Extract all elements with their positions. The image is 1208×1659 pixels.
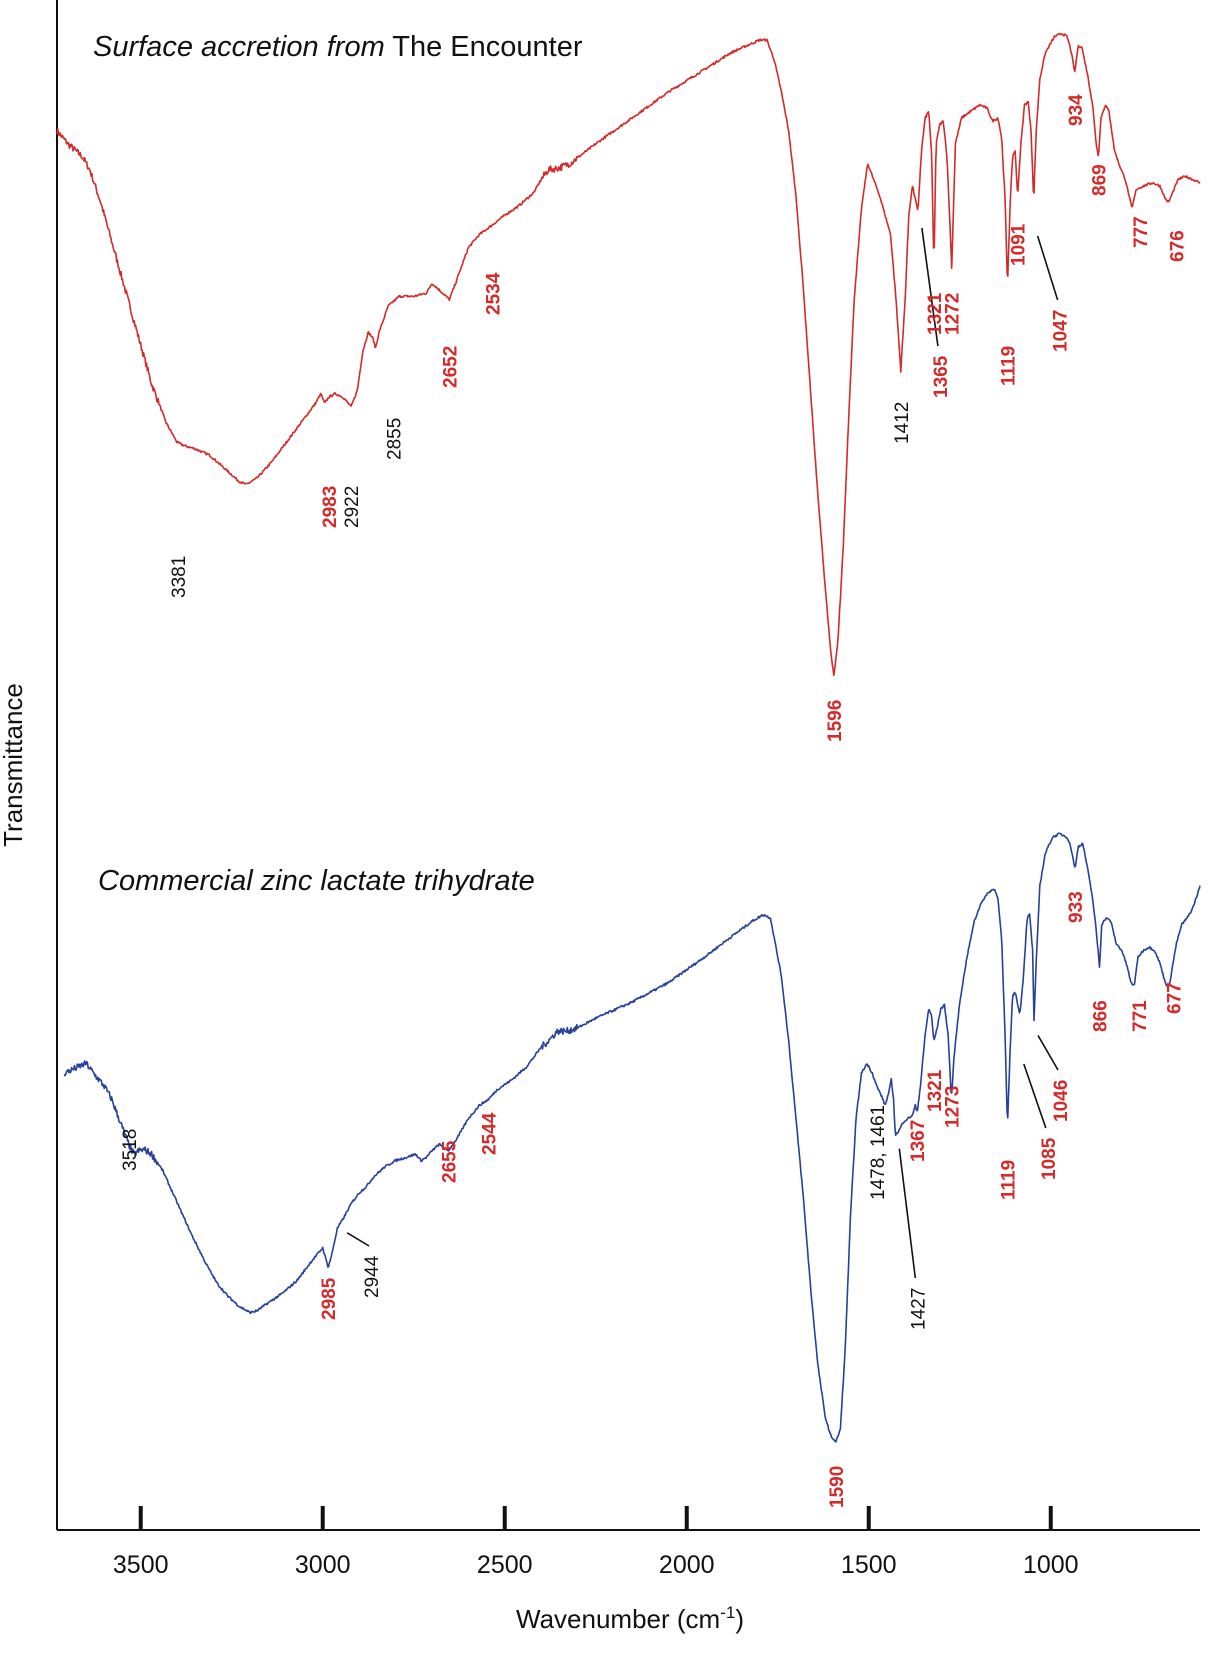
peak-label-bottom-2544: 2544 bbox=[480, 1112, 501, 1155]
peak-label-top-934: 934 bbox=[1066, 94, 1087, 126]
peak-label-top-1321: 1321 bbox=[925, 292, 946, 335]
x-tick-label-3500: 3500 bbox=[113, 1551, 169, 1579]
peak-label-top-1091: 1091 bbox=[1009, 223, 1030, 266]
peak-label-top-777: 777 bbox=[1131, 216, 1152, 248]
peak-label-bottom-677: 677 bbox=[1164, 982, 1185, 1014]
series-title-bottom: Commercial zinc lactate trihydrate bbox=[98, 865, 535, 897]
spectra-layer bbox=[56, 32, 1201, 1443]
peak-label-top-1272: 1272 bbox=[943, 293, 964, 335]
peak-leader-top-1365 bbox=[921, 227, 939, 347]
x-axis-title-superscript: -1 bbox=[720, 1603, 735, 1622]
peak-leader-bottom-2944 bbox=[346, 1232, 370, 1247]
peak-label-top-2855: 2855 bbox=[385, 418, 406, 460]
series-title-top-italic: Surface accretion from bbox=[93, 31, 385, 63]
peak-label-top-1365: 1365 bbox=[931, 355, 952, 398]
peak-labels-layer: 3381 2983 2922 2855 2652 2534 1596 1412 1365 1321… bbox=[120, 94, 1189, 1508]
peak-label-top-1047: 1047 bbox=[1051, 310, 1072, 352]
peak-label-bottom-1046: 1046 bbox=[1051, 1080, 1072, 1122]
series-title-top-normal: The Encounter bbox=[385, 31, 583, 63]
peak-label-top-869: 869 bbox=[1089, 164, 1110, 196]
x-tick-label-3000: 3000 bbox=[295, 1551, 351, 1579]
peak-label-top-1412: 1412 bbox=[892, 402, 913, 444]
peak-label-top-2922: 2922 bbox=[342, 486, 363, 528]
peak-label-bottom-1478: 1478, 1461 bbox=[868, 1105, 889, 1200]
peak-label-bottom-1321: 1321 bbox=[925, 1069, 946, 1112]
peak-label-bottom-771: 771 bbox=[1130, 1000, 1151, 1032]
x-tick-label-2500: 2500 bbox=[477, 1551, 533, 1579]
peak-leader-top-1047 bbox=[1036, 235, 1059, 301]
peak-label-bottom-1367: 1367 bbox=[908, 1120, 929, 1162]
x-axis-ticks: 3500 3000 2500 2000 1500 1000 bbox=[113, 1506, 1079, 1579]
x-axis-title: Wavenumber (cm-1) bbox=[516, 1603, 744, 1634]
y-axis-title: Transmittance bbox=[0, 683, 28, 847]
peak-label-bottom-933: 933 bbox=[1066, 891, 1087, 923]
spectrum-line-bottom bbox=[63, 832, 1201, 1443]
peak-label-bottom-1590: 1590 bbox=[827, 1466, 848, 1508]
peak-label-top-1596: 1596 bbox=[825, 700, 846, 742]
peak-label-bottom-1273: 1273 bbox=[942, 1086, 963, 1128]
peak-label-top-3381: 3381 bbox=[169, 556, 190, 598]
peak-label-top-1119: 1119 bbox=[998, 346, 1019, 386]
peak-label-top-2983: 2983 bbox=[320, 486, 341, 528]
spectrum-line-top bbox=[56, 32, 1201, 677]
peak-label-bottom-2944: 2944 bbox=[362, 1255, 383, 1298]
peak-label-bottom-2985: 2985 bbox=[319, 1277, 340, 1320]
x-tick-label-1500: 1500 bbox=[841, 1551, 897, 1579]
peak-leader-bottom-1427 bbox=[898, 1148, 917, 1279]
peak-label-top-2652: 2652 bbox=[440, 346, 461, 388]
series-title-bottom-italic: Commercial zinc lactate trihydrate bbox=[98, 865, 535, 897]
peak-label-bottom-866: 866 bbox=[1091, 1000, 1112, 1032]
x-axis-title-close: ) bbox=[735, 1604, 744, 1634]
peak-label-bottom-2655: 2655 bbox=[439, 1140, 460, 1183]
series-title-top: Surface accretion from The Encounter bbox=[93, 31, 583, 63]
x-tick-label-1000: 1000 bbox=[1023, 1551, 1079, 1579]
x-axis-title-main: Wavenumber (cm bbox=[516, 1604, 720, 1634]
peak-leader-bottom-1046 bbox=[1037, 1035, 1059, 1071]
x-tick-label-2000: 2000 bbox=[659, 1551, 715, 1579]
peak-leader-bottom-1085 bbox=[1023, 1063, 1047, 1129]
peak-label-bottom-1085: 1085 bbox=[1039, 1137, 1060, 1180]
peak-label-bottom-1119: 1119 bbox=[998, 1160, 1019, 1200]
peak-label-top-676: 676 bbox=[1168, 230, 1189, 262]
peak-label-bottom-3518: 3518 bbox=[120, 1129, 141, 1171]
peak-label-bottom-1427: 1427 bbox=[908, 1288, 929, 1330]
peak-label-top-2534: 2534 bbox=[483, 272, 504, 315]
